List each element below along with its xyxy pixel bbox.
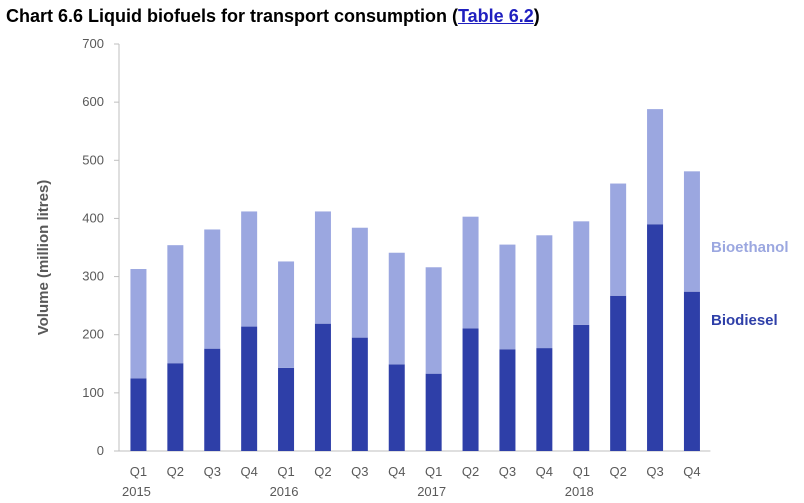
y-tick-label: 600 <box>82 94 104 109</box>
bar-biodiesel-5 <box>278 367 295 451</box>
bar-bioethanol-9 <box>425 267 442 374</box>
x-tick-label: Q4 <box>683 464 700 479</box>
bar-bioethanol-6 <box>314 211 331 324</box>
bar-biodiesel-15 <box>647 224 664 451</box>
bar-bioethanol-3 <box>204 229 221 349</box>
x-tick-label: Q4 <box>536 464 553 479</box>
bar-biodiesel-7 <box>351 337 368 451</box>
x-tick-label: Q3 <box>646 464 663 479</box>
bar-biodiesel-16 <box>683 291 700 451</box>
x-tick-label: Q2 <box>462 464 479 479</box>
bar-biodiesel-10 <box>462 328 479 451</box>
x-tick-label: Q1 <box>425 464 442 479</box>
bar-biodiesel-11 <box>499 349 516 451</box>
bar-biodiesel-1 <box>130 378 147 451</box>
x-year-label: 2015 <box>122 484 151 499</box>
bar-bioethanol-13 <box>573 221 590 325</box>
y-tick-label: 200 <box>82 327 104 342</box>
x-tick-label: Q2 <box>314 464 331 479</box>
bar-bioethanol-10 <box>462 216 479 329</box>
bar-bioethanol-5 <box>278 261 295 368</box>
x-tick-label: Q1 <box>277 464 294 479</box>
y-tick-label: 0 <box>97 443 104 458</box>
x-tick-label: Q2 <box>167 464 184 479</box>
bar-bioethanol-11 <box>499 244 516 350</box>
bar-biodiesel-4 <box>241 326 258 451</box>
x-year-label: 2018 <box>565 484 594 499</box>
bar-biodiesel-8 <box>388 364 405 451</box>
y-tick-label: 100 <box>82 385 104 400</box>
legend-bioethanol: Bioethanol <box>711 239 789 256</box>
y-tick-label: 400 <box>82 210 104 225</box>
y-tick-label: 500 <box>82 152 104 167</box>
bar-biodiesel-12 <box>536 348 553 451</box>
x-tick-label: Q1 <box>573 464 590 479</box>
x-tick-label: Q1 <box>130 464 147 479</box>
x-tick-label: Q4 <box>388 464 405 479</box>
bar-bioethanol-2 <box>167 245 184 364</box>
bar-biodiesel-6 <box>314 323 331 451</box>
legend-biodiesel: Biodiesel <box>711 312 778 329</box>
bar-biodiesel-2 <box>167 363 184 451</box>
bar-bioethanol-15 <box>647 109 664 225</box>
bar-bioethanol-1 <box>130 269 147 379</box>
x-tick-label: Q3 <box>499 464 516 479</box>
x-tick-label: Q3 <box>351 464 368 479</box>
y-tick-label: 700 <box>82 36 104 51</box>
bar-biodiesel-3 <box>204 348 221 451</box>
bar-bioethanol-12 <box>536 235 553 349</box>
x-year-label: 2017 <box>417 484 446 499</box>
bar-biodiesel-13 <box>573 324 590 451</box>
x-tick-label: Q3 <box>204 464 221 479</box>
plot-area: 0 100 200 300 400 500 600 700 Volume (million li… <box>35 36 789 499</box>
x-tick-label: Q2 <box>609 464 626 479</box>
chart-title-suffix: ) <box>533 6 540 26</box>
bar-biodiesel-14 <box>610 295 627 451</box>
table-6-2-link[interactable]: Table 6.2 <box>458 6 534 26</box>
x-year-label: 2016 <box>270 484 299 499</box>
bar-bioethanol-4 <box>241 211 258 327</box>
bar-bioethanol-7 <box>351 227 368 338</box>
x-tick-label: Q4 <box>240 464 257 479</box>
y-tick-label: 300 <box>82 269 104 284</box>
chart-title: Chart 6.6 Liquid biofuels for transport … <box>6 6 540 27</box>
y-axis-title: Volume (million litres) <box>35 180 52 336</box>
bar-bioethanol-8 <box>388 252 405 365</box>
bar-biodiesel-9 <box>425 373 442 451</box>
bar-bioethanol-14 <box>610 183 627 296</box>
chart-title-text: Chart 6.6 Liquid biofuels for transport … <box>6 6 459 26</box>
bar-bioethanol-16 <box>683 171 700 292</box>
